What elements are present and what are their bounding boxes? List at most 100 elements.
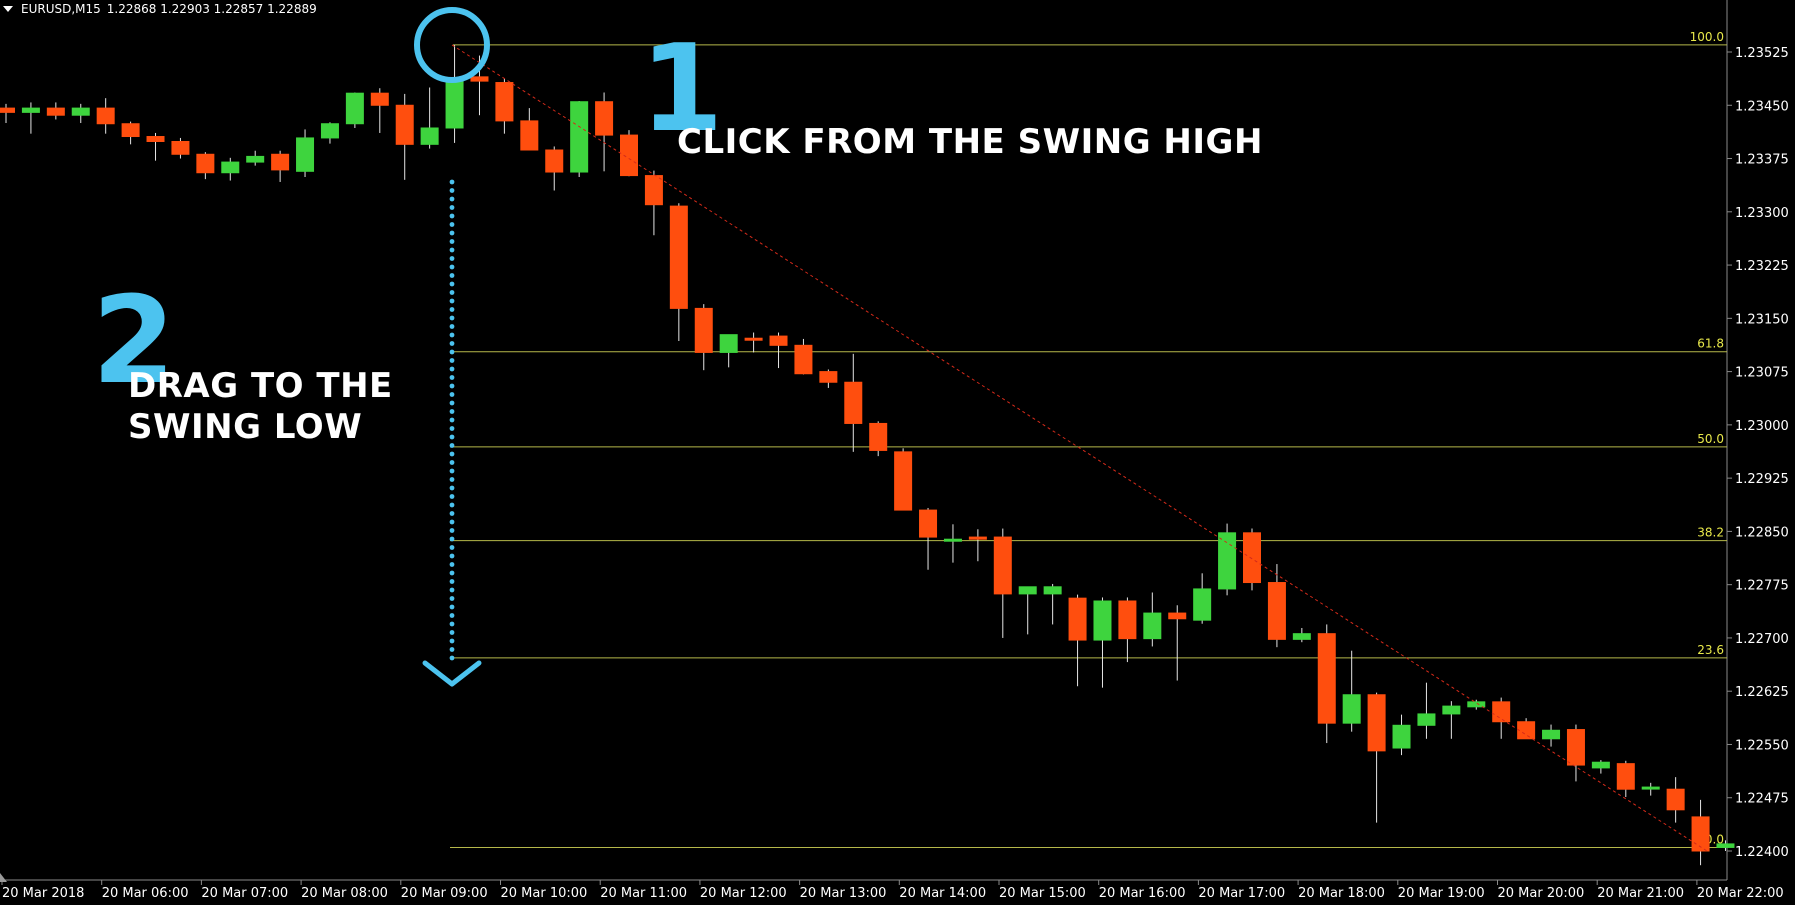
candle-body: [1442, 705, 1461, 715]
candle-body: [21, 107, 40, 113]
drag-dot: [449, 324, 455, 329]
candle-body: [1666, 788, 1685, 811]
fib-level-label: 38.2: [1697, 526, 1724, 540]
price-tick-label: 1.23300: [1735, 206, 1789, 221]
drag-dot: [449, 485, 455, 491]
ohlc-readout: 1.22868 1.22903 1.22857 1.22889: [106, 2, 317, 16]
drag-dot: [449, 247, 455, 253]
candle-body: [296, 137, 315, 172]
drag-dot: [449, 468, 455, 474]
candle-body: [894, 451, 913, 511]
time-tick-label: 20 Mar 11:00: [600, 886, 687, 901]
candle-body: [968, 536, 987, 540]
drag-dot: [449, 451, 455, 457]
candle-body: [246, 155, 265, 163]
price-tick-label: 1.23450: [1735, 99, 1789, 114]
candle-body: [620, 134, 638, 177]
candle-body: [1317, 633, 1336, 724]
candle-body: [1716, 843, 1735, 848]
drag-dot: [449, 332, 455, 338]
step1-instruction: CLICK FROM THE SWING HIGH: [677, 122, 1263, 162]
candle-body: [1168, 612, 1187, 620]
candle-body: [719, 334, 738, 353]
drag-dot: [449, 570, 455, 576]
candle-body: [1118, 600, 1137, 640]
candle-body: [819, 371, 838, 383]
candle-body: [1292, 633, 1311, 640]
drag-dot: [449, 630, 455, 635]
candle-body: [1641, 786, 1660, 790]
drag-dot: [449, 290, 455, 295]
price-tick-label: 1.22475: [1735, 792, 1789, 807]
candle-body: [445, 79, 464, 129]
time-tick-label: 20 Mar 06:00: [102, 886, 189, 901]
candle-body: [769, 335, 788, 346]
fib-level-label: 100.0: [1690, 30, 1724, 44]
candle-body: [993, 536, 1012, 595]
candle-body: [71, 107, 90, 116]
drag-dot: [449, 205, 455, 210]
candle-body: [1542, 729, 1561, 740]
price-tick-label: 1.23225: [1735, 259, 1789, 274]
drag-dot: [449, 315, 455, 321]
drag-dot: [449, 298, 455, 304]
time-tick-label: 20 Mar 10:00: [501, 886, 588, 901]
candle-body: [395, 104, 414, 145]
fib-level-label: 61.8: [1697, 337, 1724, 351]
candle-body: [1691, 816, 1710, 852]
candle-body: [171, 140, 190, 155]
candle-body: [694, 307, 713, 353]
candle-body: [1193, 588, 1212, 621]
price-tick-label: 1.23150: [1735, 312, 1789, 327]
circle-marker-icon: [414, 7, 490, 83]
drag-dot: [449, 196, 455, 202]
drag-dot: [449, 494, 455, 499]
time-tick-label: 20 Mar 19:00: [1398, 886, 1485, 901]
candle-body: [1492, 701, 1511, 723]
fib-level-label: 50.0: [1697, 432, 1724, 446]
corner-marker-icon: [0, 873, 7, 882]
candle-body: [370, 92, 389, 106]
drag-dot: [449, 638, 455, 644]
price-tick-label: 1.22775: [1735, 579, 1789, 594]
drag-dot: [449, 417, 455, 423]
candle-body: [1143, 612, 1162, 640]
candle-body: [1068, 597, 1087, 641]
fib-level-label: 23.6: [1697, 643, 1724, 657]
candle-body: [1093, 600, 1112, 641]
drag-dot: [449, 553, 455, 559]
candle-body: [644, 175, 663, 206]
candle-body: [46, 107, 65, 116]
drag-dot: [449, 502, 455, 508]
drag-dot: [449, 358, 455, 363]
drag-dot: [449, 409, 455, 414]
drag-dot: [449, 281, 455, 287]
time-tick-label: 20 Mar 14:00: [899, 886, 986, 901]
time-tick-label: 20 Mar 08:00: [301, 886, 388, 901]
drag-dot: [449, 621, 455, 627]
candle-body: [1417, 713, 1436, 726]
candle-body: [570, 101, 589, 173]
drag-dot: [449, 477, 455, 482]
price-tick-label: 1.23525: [1735, 46, 1789, 61]
candle-body: [196, 153, 215, 174]
drag-dot: [449, 349, 455, 355]
candle-body: [1392, 724, 1411, 749]
drag-dot: [449, 604, 455, 610]
drag-dot: [449, 545, 455, 550]
candle-body: [520, 120, 539, 151]
candle-body: [794, 344, 813, 375]
candle-body: [669, 205, 688, 309]
time-tick-label: 20 Mar 15:00: [999, 886, 1086, 901]
time-tick-label: 20 Mar 16:00: [1099, 886, 1186, 901]
drag-dot: [449, 579, 455, 584]
chart-menu-triangle-icon[interactable]: [3, 6, 13, 12]
step2-instruction-line1: DRAG TO THE: [128, 366, 393, 406]
candle-body: [1043, 586, 1062, 595]
price-tick-label: 1.22625: [1735, 685, 1789, 700]
drag-dot: [449, 222, 455, 227]
step2-instruction-line2: SWING LOW: [128, 407, 363, 447]
drag-dot: [449, 273, 455, 278]
candle-body: [1342, 694, 1361, 724]
